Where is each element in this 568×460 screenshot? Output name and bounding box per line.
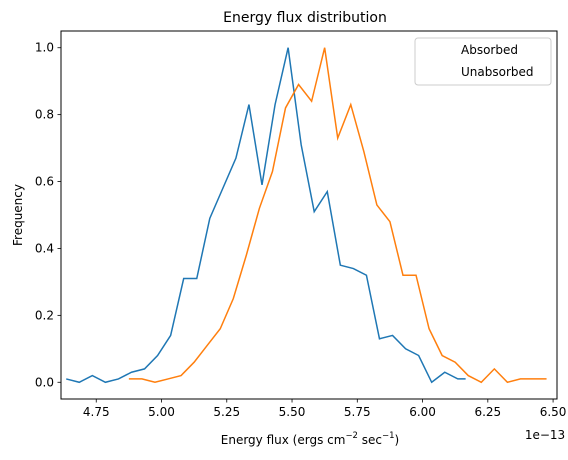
x-tick-label: 6.25 xyxy=(474,405,501,419)
y-axis: 0.0 0.2 0.4 0.6 0.8 1.0 xyxy=(35,41,61,389)
x-tick-label: 5.50 xyxy=(279,405,306,419)
x-tick-label: 6.00 xyxy=(409,405,436,419)
y-tick-label: 0.2 xyxy=(35,308,54,322)
y-tick-label: 0.4 xyxy=(35,241,54,255)
x-tick-label: 4.75 xyxy=(83,405,110,419)
plot-series xyxy=(66,47,547,384)
y-tick-label: 1.0 xyxy=(35,41,54,55)
x-axis-label-superscript: −1 xyxy=(382,431,395,441)
y-tick-label: 0.8 xyxy=(35,108,54,122)
x-axis-label-part: ) xyxy=(395,433,400,447)
x-axis-label-part: sec xyxy=(358,433,382,447)
x-axis-label: Energy flux (ergs cm−2 sec−1) xyxy=(221,431,399,447)
legend-entry-absorbed: Absorbed xyxy=(461,43,518,57)
series-line-unabsorbed xyxy=(128,47,547,384)
legend-box xyxy=(414,37,552,86)
x-tick-label: 5.25 xyxy=(213,405,240,419)
y-axis-label: Frequency xyxy=(11,184,25,246)
x-tick-label: 5.75 xyxy=(344,405,371,419)
chart-title: Energy flux distribution xyxy=(223,10,387,26)
y-tick-label: 0.0 xyxy=(35,375,54,389)
x-axis-offset-label: 1e−13 xyxy=(525,428,565,442)
legend: Absorbed Unabsorbed xyxy=(414,37,552,86)
x-axis: 4.75 5.00 5.25 5.50 5.75 6.00 6.25 6.50 xyxy=(83,399,567,419)
y-tick-label: 0.6 xyxy=(35,175,54,189)
plot-frame xyxy=(60,30,558,400)
x-tick-label: 5.00 xyxy=(148,405,175,419)
x-tick-label: 6.50 xyxy=(540,405,567,419)
series-line-absorbed xyxy=(66,47,466,384)
x-axis-label-part: Energy flux (ergs cm xyxy=(221,433,346,447)
x-axis-label-superscript: −2 xyxy=(345,431,358,441)
legend-entry-unabsorbed: Unabsorbed xyxy=(461,65,534,79)
